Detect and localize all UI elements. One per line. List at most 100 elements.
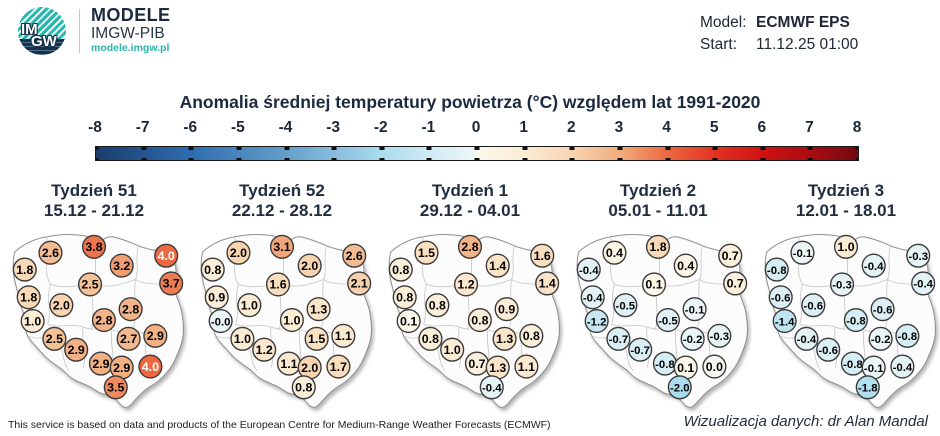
anomaly-circle [304, 326, 329, 351]
anomaly-value: 3.1 [273, 240, 290, 254]
colorbar-tick-labels: -8 -7 -6 -5 -4 -3 -2 -1 0 1 2 3 4 5 6 7 8 [88, 119, 861, 137]
logo-waves [18, 38, 66, 55]
colorbar-tick-mark [188, 157, 194, 160]
anomaly-value: -0.8 [767, 265, 787, 277]
anomaly-value: 0.8 [429, 298, 446, 312]
anomaly-value: -0.4 [864, 261, 884, 273]
city-value-marker: 1.2 [453, 272, 479, 297]
anomaly-circle [492, 326, 517, 351]
city-value-marker: 2.1 [347, 271, 372, 296]
anomaly-value: -0.7 [609, 334, 629, 346]
city-value-marker: 0.8 [418, 326, 443, 351]
anomaly-circle [230, 326, 255, 351]
anomaly-circle [673, 253, 698, 278]
colorbar-tick-label: 0 [471, 119, 481, 136]
city-value-marker: -0.3 [829, 272, 855, 297]
city-value-marker: -0.8 [652, 351, 677, 376]
city-value-marker: 2.8 [457, 234, 483, 259]
anomaly-value: 1.6 [534, 249, 551, 263]
week-panel: Tydzień 52 22.12 - 28.12 2.0 3.1 0.8 2.0 2.6 1.… [188, 181, 376, 422]
anomaly-circle [890, 354, 915, 379]
colorbar-tick-mark [522, 157, 528, 160]
anomaly-value: 3.5 [107, 381, 124, 395]
anomaly-circle [833, 234, 859, 259]
anomaly-value: 2.9 [92, 357, 109, 371]
colorbar-tick-mark [426, 147, 432, 150]
city-value-marker: -0.6 [816, 337, 841, 362]
city-value-marker: 0.8 [388, 257, 413, 282]
anomaly-value: -0.2 [683, 334, 703, 346]
anomaly-value: 1.1 [518, 360, 535, 374]
anomaly-value: 0.7 [722, 249, 739, 263]
colorbar-tick-mark [188, 147, 194, 150]
anomaly-circle [103, 375, 128, 400]
voivodeship-border [799, 323, 836, 328]
city-value-marker: -0.7 [606, 326, 631, 351]
model-value: ECMWF EPS [756, 14, 850, 31]
week-panel: Tydzień 1 29.12 - 04.01 1.5 2.8 0.8 1.4 1.6 1.2… [376, 181, 564, 422]
brand-url-link[interactable]: modele.imgw.pl [91, 42, 170, 54]
anomaly-circle [237, 293, 262, 318]
anomaly-circle [326, 354, 351, 379]
anomaly-circle [718, 243, 743, 268]
anomaly-value: 1.7 [330, 360, 347, 374]
colorbar-tick-mark [522, 147, 528, 150]
anomaly-circle [479, 375, 504, 400]
city-value-marker: 1.1 [331, 323, 356, 348]
anomaly-value: 2.6 [346, 249, 363, 263]
anomaly-value: -2.0 [670, 383, 690, 395]
anomaly-value: 2.8 [122, 302, 139, 316]
anomaly-value: -1.8 [858, 383, 878, 395]
anomaly-circle [154, 243, 179, 268]
anomaly-value: -0.4 [482, 383, 502, 395]
anomaly-circle [794, 326, 819, 351]
anomaly-circle [829, 272, 855, 297]
page-title: Anomalia średniej temperatury powietrza … [179, 92, 761, 112]
anomaly-circle [200, 257, 225, 282]
city-value-marker: -0.6 [870, 297, 895, 322]
anomaly-circle [252, 337, 277, 362]
anomaly-value: -0.1 [685, 304, 705, 316]
city-value-marker: 1.2 [252, 337, 277, 362]
colorbar-tick-label: -8 [88, 119, 102, 136]
city-value-marker: -1.2 [584, 308, 609, 334]
city-value-marker: -0.8 [840, 351, 865, 376]
anomaly-circle [584, 308, 609, 334]
poland-map: 2.0 3.10.8 2.02.61.6 2.10.91.01.01.3-0.01.0… [200, 234, 372, 408]
anomaly-circle [768, 285, 793, 310]
week-dates: 29.12 - 04.01 [419, 201, 521, 220]
attribution-text: This service is based on data and produc… [8, 419, 551, 431]
city-value-marker: -0.2 [868, 326, 893, 351]
anomaly-value: -0.3 [908, 251, 928, 263]
anomaly-circle [109, 253, 134, 278]
anomaly-value: -0.4 [893, 362, 913, 374]
anomaly-circle [138, 354, 163, 379]
voivodeship-border [47, 323, 84, 328]
city-value-marker: -0.4 [580, 285, 605, 310]
anomaly-value: -0.8 [843, 359, 863, 371]
anomaly-circle [911, 271, 936, 296]
colorbar-tick-label: 7 [805, 119, 814, 136]
anomaly-circle [12, 257, 37, 282]
anomaly-value: 2.1 [351, 277, 368, 291]
anomaly-circle [414, 240, 439, 265]
colorbar-tick-mark [96, 157, 99, 160]
poland-map: 2.6 3.8 1.8 3.2 4.0 2.5 3.7 1.8 2.0 2.8 2.8 1.0 2.5 2… [12, 234, 184, 408]
city-value-marker: -0.5 [613, 293, 638, 318]
city-value-marker: 2.9 [64, 337, 89, 362]
anomaly-circle [342, 243, 367, 268]
colorbar-tick-mark [379, 157, 385, 160]
anomaly-circle [702, 354, 727, 379]
anomaly-circle [764, 257, 789, 282]
colorbar-tick-mark [331, 157, 337, 160]
anomaly-circle [514, 354, 539, 379]
city-value-marker: 1.3 [485, 355, 510, 380]
city-value-marker: 3.5 [103, 375, 128, 400]
week-title: Tydzień 1 [431, 181, 509, 200]
anomaly-value: 2.0 [53, 298, 70, 312]
voivodeship-border [323, 245, 327, 280]
anomaly-circle [347, 271, 372, 296]
colorbar-track [95, 146, 859, 161]
colorbar-tick-label: -4 [278, 119, 293, 136]
anomaly-value: 2.7 [120, 332, 137, 346]
